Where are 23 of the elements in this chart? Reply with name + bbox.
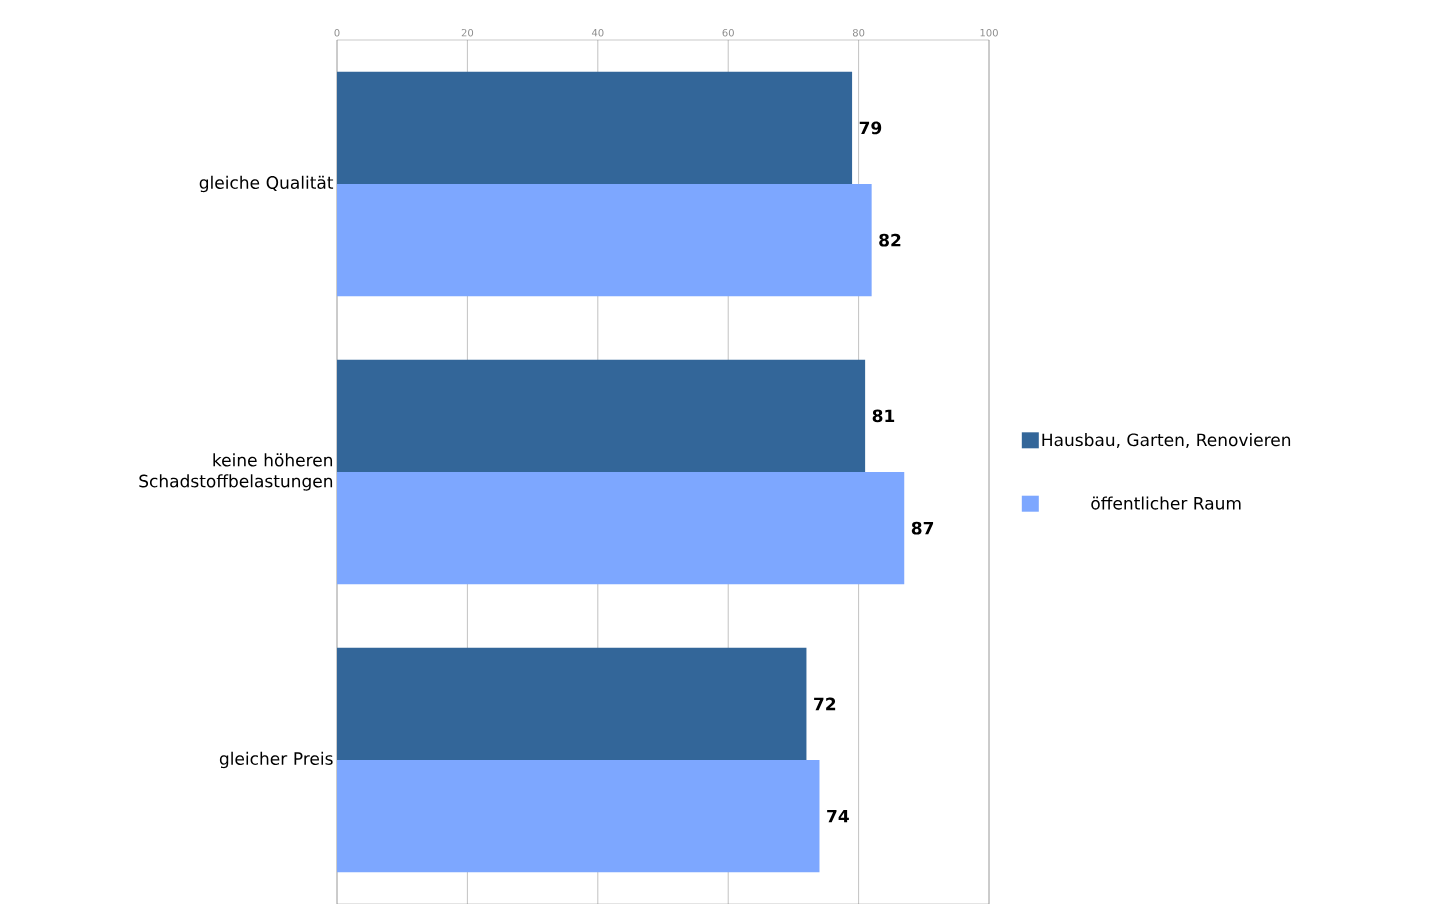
data-label: 74 xyxy=(827,809,849,823)
data-label: 87 xyxy=(911,521,934,535)
y-tick-label: keine höheren Schadstoffbelastungen xyxy=(139,453,333,491)
text: öffentlicher Raum xyxy=(1091,496,1241,510)
data-label: 81 xyxy=(872,409,895,423)
x-tick-label: 60 xyxy=(722,28,734,37)
legend-label: Hausbau, Garten, Renovieren xyxy=(1042,433,1291,448)
bar xyxy=(337,647,807,761)
data-label: 79 xyxy=(859,121,882,135)
bar xyxy=(337,184,872,297)
x-tick-label: 40 xyxy=(591,28,604,37)
bar xyxy=(337,472,905,585)
x-tick-label: 0 xyxy=(334,28,340,37)
x-tick-label: 100 xyxy=(980,28,998,37)
x-tick-label: 80 xyxy=(852,28,865,37)
bar xyxy=(337,71,853,184)
x-tick-label: 20 xyxy=(461,28,474,37)
data-label: 72 xyxy=(814,697,836,711)
y-tick-label: gleicher Preis xyxy=(219,751,333,769)
bar xyxy=(337,760,820,873)
bar xyxy=(337,359,866,473)
data-label: 82 xyxy=(879,233,901,247)
y-tick-label: gleiche Qualität xyxy=(199,175,334,193)
